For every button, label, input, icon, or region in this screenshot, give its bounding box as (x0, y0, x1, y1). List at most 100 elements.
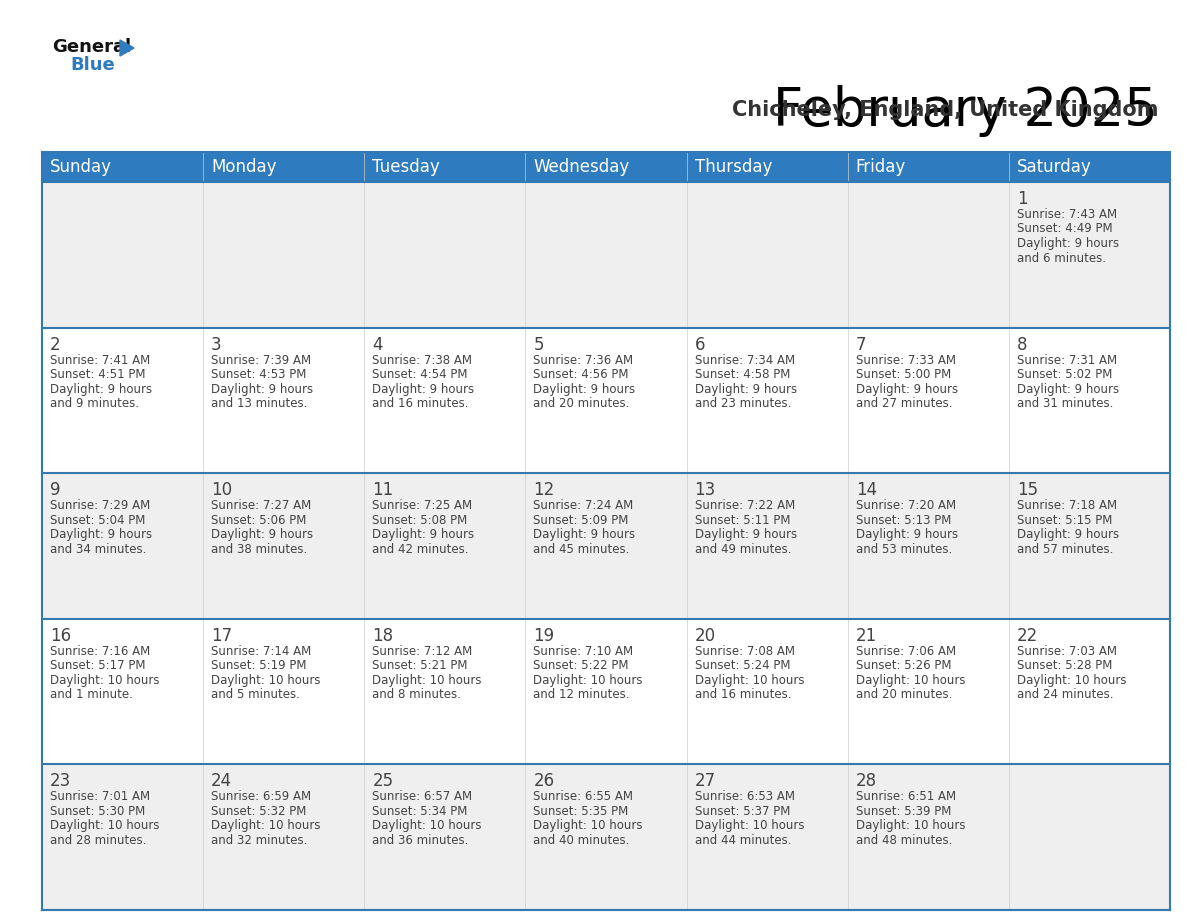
Text: and 16 minutes.: and 16 minutes. (372, 397, 469, 410)
Text: Daylight: 10 hours: Daylight: 10 hours (1017, 674, 1126, 687)
Text: and 9 minutes.: and 9 minutes. (50, 397, 139, 410)
Text: 15: 15 (1017, 481, 1038, 499)
Text: Daylight: 10 hours: Daylight: 10 hours (211, 820, 321, 833)
Bar (848, 182, 1009, 328)
Text: Sunrise: 6:51 AM: Sunrise: 6:51 AM (855, 790, 956, 803)
Text: and 49 minutes.: and 49 minutes. (695, 543, 791, 555)
Text: Sunrise: 6:55 AM: Sunrise: 6:55 AM (533, 790, 633, 803)
Bar (525, 182, 687, 328)
Text: Sunset: 5:13 PM: Sunset: 5:13 PM (855, 514, 952, 527)
Text: and 36 minutes.: and 36 minutes. (372, 834, 468, 847)
Text: Sunrise: 7:36 AM: Sunrise: 7:36 AM (533, 353, 633, 366)
Text: Sunrise: 7:24 AM: Sunrise: 7:24 AM (533, 499, 633, 512)
Text: Daylight: 10 hours: Daylight: 10 hours (372, 674, 482, 687)
Text: Sunrise: 7:20 AM: Sunrise: 7:20 AM (855, 499, 956, 512)
Text: 24: 24 (211, 772, 233, 790)
Text: 8: 8 (1017, 336, 1028, 353)
Text: Sunset: 5:09 PM: Sunset: 5:09 PM (533, 514, 628, 527)
Text: Sunset: 5:35 PM: Sunset: 5:35 PM (533, 805, 628, 818)
Text: and 45 minutes.: and 45 minutes. (533, 543, 630, 555)
Text: Daylight: 10 hours: Daylight: 10 hours (695, 820, 804, 833)
Bar (365, 182, 525, 328)
Bar (42, 473, 203, 619)
Text: and 20 minutes.: and 20 minutes. (855, 688, 952, 701)
Text: 14: 14 (855, 481, 877, 499)
Text: 26: 26 (533, 772, 555, 790)
Bar (365, 152, 525, 182)
Text: Sunrise: 7:12 AM: Sunrise: 7:12 AM (372, 644, 473, 658)
Text: Daylight: 9 hours: Daylight: 9 hours (855, 528, 958, 542)
Text: 1: 1 (1017, 190, 1028, 208)
Bar (1009, 765, 1170, 910)
Text: Sunset: 4:54 PM: Sunset: 4:54 PM (372, 368, 468, 381)
Bar (687, 152, 848, 182)
Text: 23: 23 (50, 772, 71, 790)
Text: Sunrise: 7:41 AM: Sunrise: 7:41 AM (50, 353, 150, 366)
Text: and 13 minutes.: and 13 minutes. (211, 397, 308, 410)
Text: 22: 22 (1017, 627, 1038, 644)
Text: and 44 minutes.: and 44 minutes. (695, 834, 791, 847)
Bar (1009, 473, 1170, 619)
Text: and 1 minute.: and 1 minute. (50, 688, 133, 701)
Text: 10: 10 (211, 481, 233, 499)
Text: Daylight: 9 hours: Daylight: 9 hours (211, 528, 314, 542)
Text: Thursday: Thursday (695, 158, 772, 176)
Text: Daylight: 9 hours: Daylight: 9 hours (855, 383, 958, 396)
Text: 18: 18 (372, 627, 393, 644)
Text: and 28 minutes.: and 28 minutes. (50, 834, 146, 847)
Bar (365, 328, 525, 473)
Text: Daylight: 9 hours: Daylight: 9 hours (372, 528, 474, 542)
Text: and 12 minutes.: and 12 minutes. (533, 688, 630, 701)
Text: Sunset: 5:17 PM: Sunset: 5:17 PM (50, 659, 145, 672)
Text: Daylight: 9 hours: Daylight: 9 hours (1017, 383, 1119, 396)
Text: and 40 minutes.: and 40 minutes. (533, 834, 630, 847)
Text: Daylight: 10 hours: Daylight: 10 hours (50, 674, 159, 687)
Text: Sunrise: 7:08 AM: Sunrise: 7:08 AM (695, 644, 795, 658)
Bar (42, 619, 203, 765)
Bar (203, 152, 365, 182)
Bar (1009, 619, 1170, 765)
Text: Sunrise: 7:39 AM: Sunrise: 7:39 AM (211, 353, 311, 366)
Text: and 16 minutes.: and 16 minutes. (695, 688, 791, 701)
Text: and 48 minutes.: and 48 minutes. (855, 834, 952, 847)
Text: and 53 minutes.: and 53 minutes. (855, 543, 952, 555)
Text: 27: 27 (695, 772, 715, 790)
Text: and 23 minutes.: and 23 minutes. (695, 397, 791, 410)
Text: Sunset: 5:34 PM: Sunset: 5:34 PM (372, 805, 468, 818)
Text: Sunrise: 6:57 AM: Sunrise: 6:57 AM (372, 790, 473, 803)
Text: Friday: Friday (855, 158, 906, 176)
Text: Sunrise: 6:59 AM: Sunrise: 6:59 AM (211, 790, 311, 803)
Bar (1009, 328, 1170, 473)
Text: Tuesday: Tuesday (372, 158, 440, 176)
Text: 21: 21 (855, 627, 877, 644)
Text: Sunrise: 7:27 AM: Sunrise: 7:27 AM (211, 499, 311, 512)
Text: 13: 13 (695, 481, 716, 499)
Bar (203, 328, 365, 473)
Text: Daylight: 9 hours: Daylight: 9 hours (211, 383, 314, 396)
Text: February 2025: February 2025 (773, 85, 1158, 137)
Bar (203, 765, 365, 910)
Bar (687, 765, 848, 910)
Text: Daylight: 10 hours: Daylight: 10 hours (50, 820, 159, 833)
Text: Sunset: 5:26 PM: Sunset: 5:26 PM (855, 659, 952, 672)
Text: 7: 7 (855, 336, 866, 353)
Text: Daylight: 10 hours: Daylight: 10 hours (372, 820, 482, 833)
Text: Sunrise: 7:14 AM: Sunrise: 7:14 AM (211, 644, 311, 658)
Polygon shape (120, 40, 134, 56)
Bar (848, 328, 1009, 473)
Bar (687, 182, 848, 328)
Text: and 31 minutes.: and 31 minutes. (1017, 397, 1113, 410)
Text: Sunset: 5:39 PM: Sunset: 5:39 PM (855, 805, 952, 818)
Bar (848, 765, 1009, 910)
Text: Sunrise: 7:06 AM: Sunrise: 7:06 AM (855, 644, 956, 658)
Text: and 5 minutes.: and 5 minutes. (211, 688, 301, 701)
Text: Sunset: 4:58 PM: Sunset: 4:58 PM (695, 368, 790, 381)
Bar (525, 473, 687, 619)
Text: Sunrise: 7:10 AM: Sunrise: 7:10 AM (533, 644, 633, 658)
Text: General: General (52, 38, 131, 56)
Text: 19: 19 (533, 627, 555, 644)
Bar (365, 619, 525, 765)
Text: Sunset: 5:06 PM: Sunset: 5:06 PM (211, 514, 307, 527)
Text: Daylight: 9 hours: Daylight: 9 hours (533, 528, 636, 542)
Text: 3: 3 (211, 336, 222, 353)
